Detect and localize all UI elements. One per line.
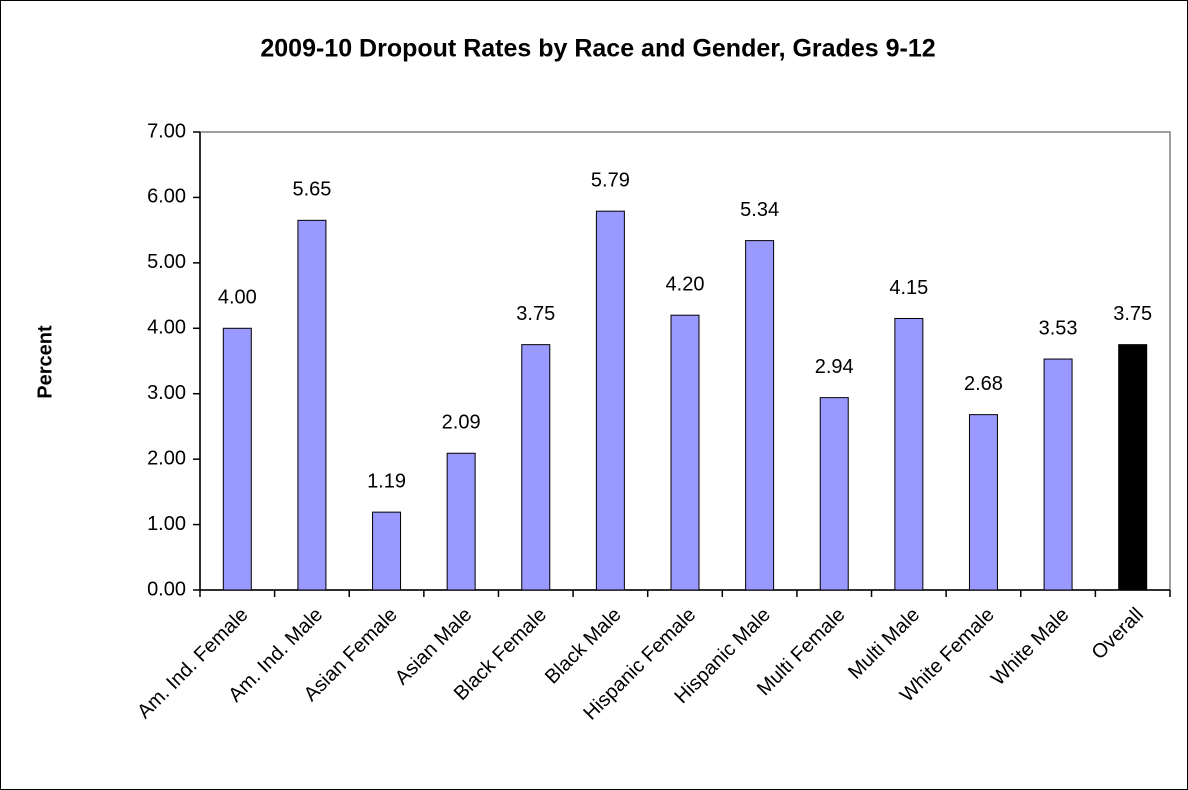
- bar: [297, 219, 327, 591]
- bar: [521, 344, 551, 591]
- y-tick-label: 0.00: [147, 578, 186, 600]
- y-tick-label: 2.00: [147, 447, 186, 469]
- bar: [819, 397, 849, 591]
- value-label: 3.75: [516, 303, 555, 325]
- chart-title: 2009-10 Dropout Rates by Race and Gender…: [260, 35, 935, 63]
- value-label: 1.19: [367, 470, 406, 492]
- value-label: 5.65: [292, 179, 331, 201]
- bar: [222, 327, 252, 591]
- value-label: 4.15: [889, 277, 928, 299]
- bar: [745, 240, 775, 591]
- y-tick-label: 4.00: [147, 317, 186, 339]
- bar: [372, 511, 402, 591]
- bar: [446, 452, 476, 591]
- value-label: 2.68: [964, 373, 1003, 395]
- value-label: 5.79: [591, 169, 630, 191]
- y-axis-label: Percent: [34, 325, 56, 399]
- y-tick-label: 5.00: [147, 251, 186, 273]
- bar: [1118, 344, 1148, 591]
- bar: [670, 314, 700, 591]
- value-label: 3.75: [1113, 303, 1152, 325]
- bar: [968, 414, 998, 591]
- value-label: 2.94: [815, 356, 854, 378]
- bar: [595, 210, 625, 591]
- value-label: 2.09: [442, 412, 481, 434]
- value-label: 4.20: [666, 273, 705, 295]
- y-tick-label: 7.00: [147, 120, 186, 142]
- y-tick-label: 6.00: [147, 186, 186, 208]
- y-tick-label: 3.00: [147, 382, 186, 404]
- value-label: 3.53: [1039, 317, 1078, 339]
- bar: [894, 317, 924, 591]
- value-label: 5.34: [740, 199, 779, 221]
- value-label: 4.00: [218, 287, 257, 309]
- bar: [1043, 358, 1073, 591]
- y-tick-label: 1.00: [147, 513, 186, 535]
